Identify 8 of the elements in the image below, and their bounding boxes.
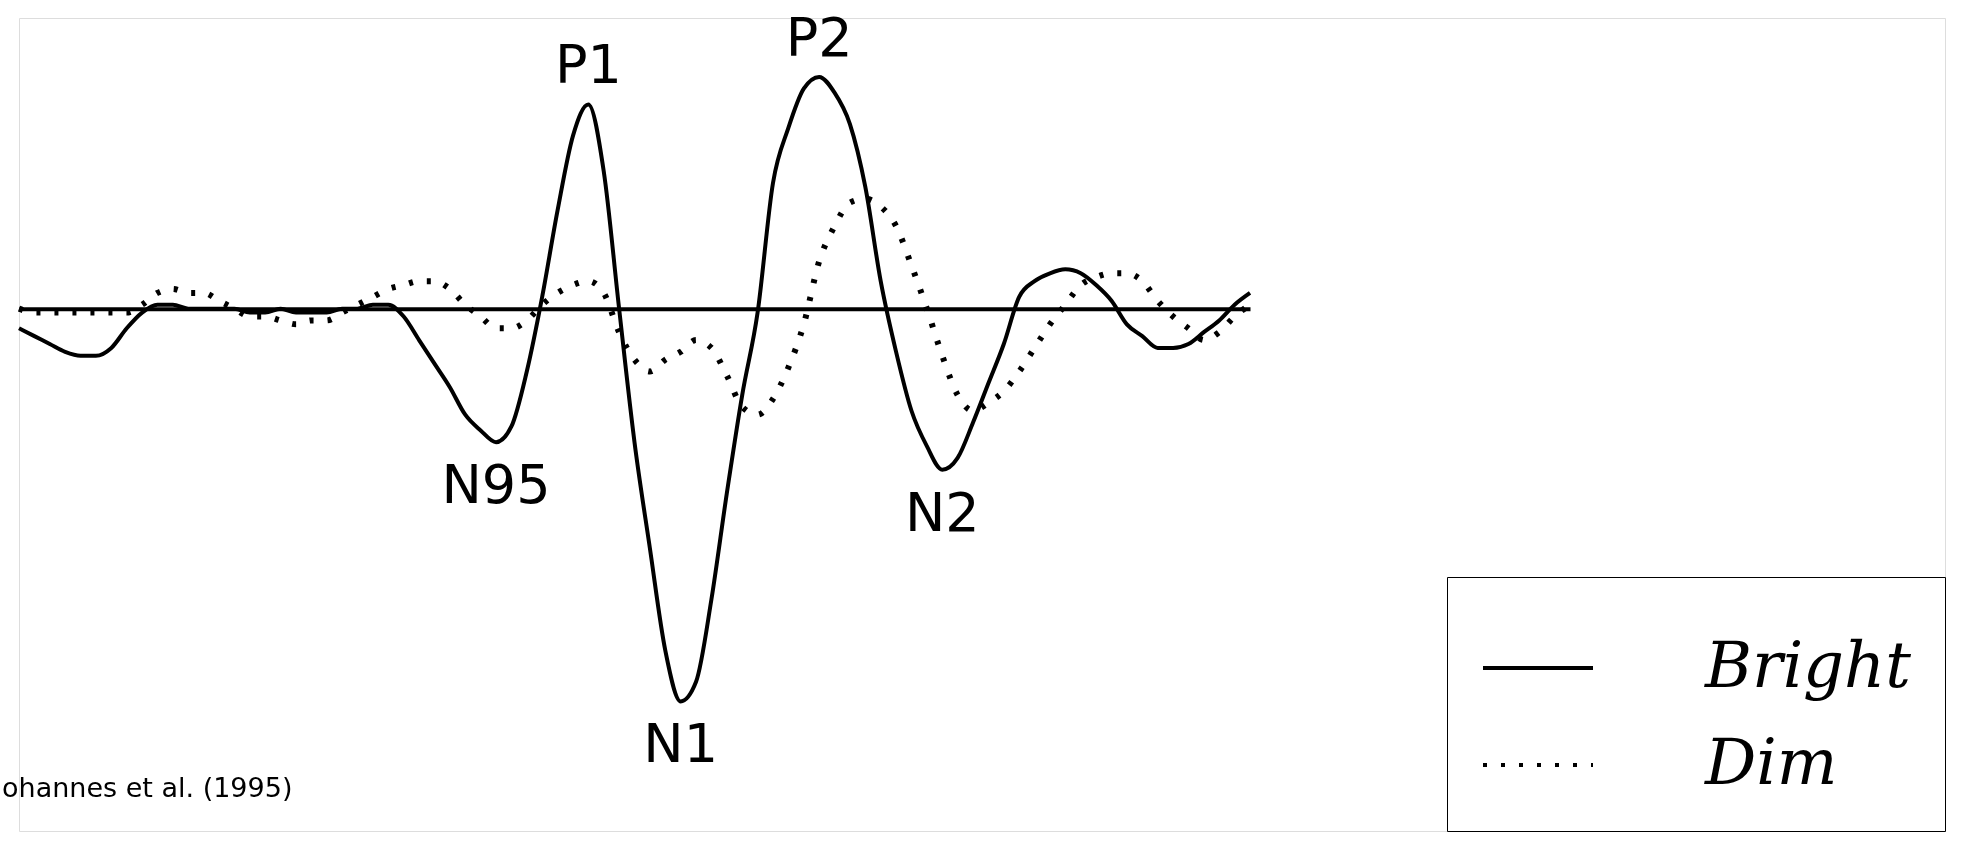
annotation: N95 [441, 453, 551, 517]
text: ohannes et al. (1995) [2, 772, 293, 803]
annotation: N1 [643, 712, 719, 776]
annotation: P2 [785, 5, 853, 69]
legend-label: Dim [1704, 725, 1838, 799]
annotation: N2 [904, 480, 980, 544]
annotation: P1 [554, 33, 622, 97]
legend-label: Bright [1704, 628, 1912, 702]
